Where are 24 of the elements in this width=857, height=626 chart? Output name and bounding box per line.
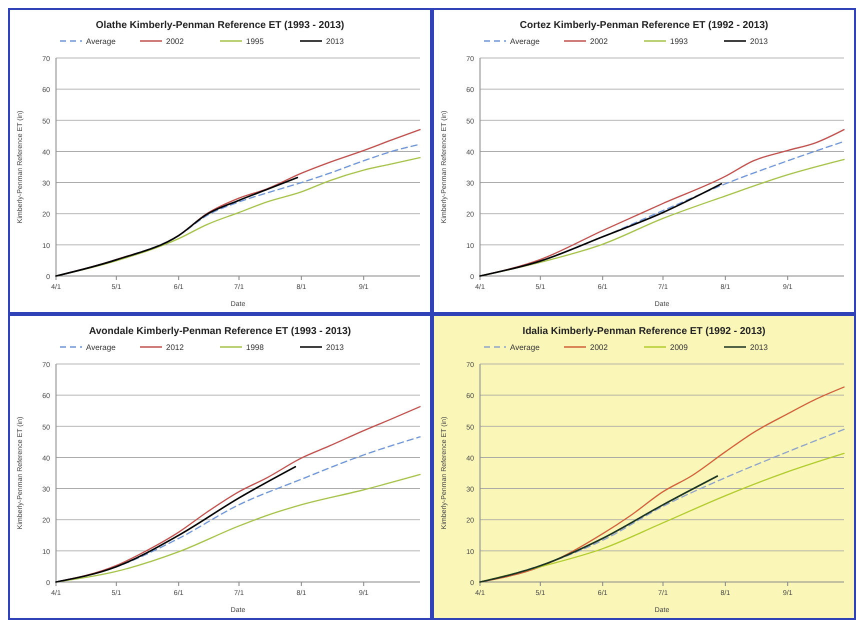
chart-title: Avondale Kimberly-Penman Reference ET (1993 - 2013) — [89, 326, 351, 337]
line-series — [55, 176, 298, 277]
legend-label: 1998 — [246, 343, 264, 352]
chart-title: Olathe Kimberly-Penman Reference ET (1993 - 2013) — [96, 20, 344, 31]
legend-label: 2002 — [590, 343, 608, 352]
chart-title: Cortez Kimberly-Penman Reference ET (1992 - 2013) — [520, 20, 768, 31]
legend-label: 2013 — [326, 343, 344, 352]
legend-label: Average — [510, 37, 540, 46]
legend-label: 1995 — [246, 37, 264, 46]
line-series — [55, 466, 296, 583]
legend-label: Average — [510, 343, 540, 352]
legend-label: 1993 — [670, 37, 688, 46]
chart-title: Idalia Kimberly-Penman Reference ET (1992 - 2013) — [522, 326, 766, 337]
legend-label: Average — [86, 37, 116, 46]
legend-label: 2013 — [750, 343, 768, 352]
legend-label: 2013 — [326, 37, 344, 46]
legend-label: 2009 — [670, 343, 688, 352]
legend-label: Average — [86, 343, 116, 352]
line-series — [479, 183, 722, 277]
line-series — [479, 475, 718, 583]
legend-label: 2013 — [750, 37, 768, 46]
legend-label: 2002 — [590, 37, 608, 46]
legend-label: 2012 — [166, 343, 184, 352]
legend-label: 2002 — [166, 37, 184, 46]
